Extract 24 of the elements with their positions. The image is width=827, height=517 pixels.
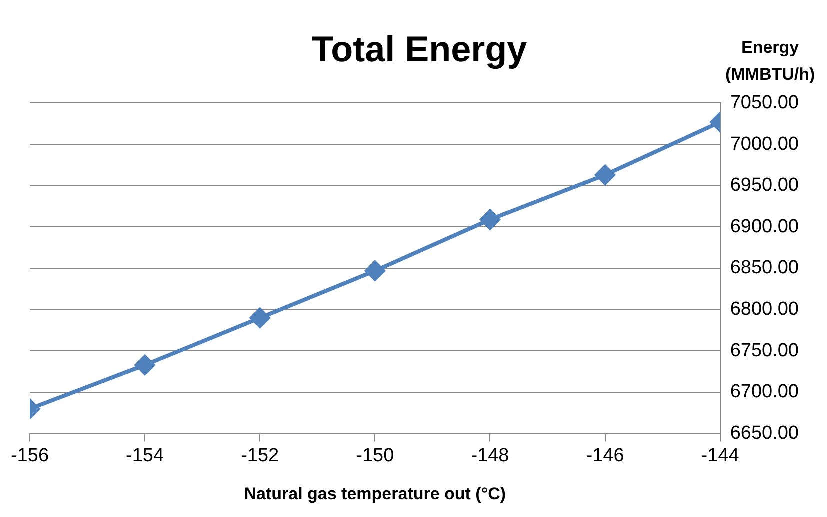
y-tick-label: 6950.00 — [730, 175, 800, 196]
point — [365, 260, 386, 281]
y-axis-title: Energy (MMBTU/h) — [725, 38, 816, 84]
chart-title: Total Energy — [312, 28, 528, 70]
y-tick-label: 6750.00 — [730, 340, 800, 362]
x-tick-label: -146 — [586, 445, 624, 466]
x-axis-title: Natural gas temperature out (°C) — [244, 484, 506, 504]
y-tick-label: 6800.00 — [730, 299, 800, 320]
x-tick-label: -156 — [10, 445, 50, 466]
point — [135, 355, 156, 376]
x-tick-label: -154 — [126, 445, 164, 466]
y-tick-label: 6700.00 — [730, 382, 800, 403]
x-tick-label: -150 — [356, 445, 394, 466]
y-tick-label: 6850.00 — [730, 258, 800, 279]
point — [250, 308, 270, 328]
x-tick-label: -148 — [471, 445, 510, 466]
y-tick-label: 6900.00 — [730, 216, 800, 238]
y-tick-label: 7050.00 — [730, 92, 800, 114]
x-tick-label: -152 — [241, 445, 280, 466]
point — [480, 210, 500, 230]
y-tick-label: 7000.00 — [730, 134, 800, 155]
x-tick-label: -144 — [701, 445, 740, 466]
y-tick-label: 6650.00 — [730, 423, 800, 444]
point — [595, 165, 616, 186]
